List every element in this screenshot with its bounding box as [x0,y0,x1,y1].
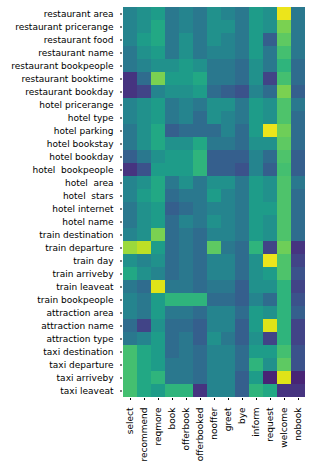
svg-text:offerbook: offerbook [181,407,191,451]
svg-text:train leaveat: train leaveat [56,282,114,292]
svg-text:restaurant food: restaurant food [44,35,114,45]
svg-text:hotel internet: hotel internet [52,204,114,214]
svg-text:select: select [125,407,135,434]
svg-text:nooffer: nooffer [209,407,219,439]
svg-text:offerbooked: offerbooked [195,408,205,462]
svg-text:hotel name: hotel name [62,217,114,227]
svg-text:restaurant area: restaurant area [44,9,114,19]
svg-text:attraction area: attraction area [47,308,114,318]
svg-text:hotel parking: hotel parking [54,126,114,136]
svg-text:hotel bookstay: hotel bookstay [47,139,114,149]
svg-text:train arriveby: train arriveby [53,269,115,279]
svg-text:train departure: train departure [45,243,114,253]
svg-text:reqmore: reqmore [153,407,163,446]
svg-text:hotel pricerange: hotel pricerange [39,100,114,110]
svg-text:recommend: recommend [139,408,149,462]
svg-text:taxi leaveat: taxi leaveat [60,386,114,396]
svg-text:hotel area: hotel area [65,178,114,188]
svg-text:inform: inform [251,408,261,437]
svg-text:hotel bookpeople: hotel bookpeople [33,165,114,175]
svg-text:book: book [167,407,177,430]
svg-text:hotel bookday: hotel bookday [49,152,114,162]
svg-text:welcome: welcome [279,407,289,448]
svg-text:restaurant bookpeople: restaurant bookpeople [11,61,114,71]
svg-text:restaurant pricerange: restaurant pricerange [15,22,114,32]
svg-text:bye: bye [237,407,247,424]
svg-text:restaurant booktime: restaurant booktime [21,74,114,84]
svg-text:hotel type: hotel type [68,113,114,123]
svg-text:restaurant name: restaurant name [38,48,114,58]
svg-text:nobook: nobook [293,407,303,441]
svg-text:hotel stars: hotel stars [63,191,114,201]
svg-text:taxi departure: taxi departure [49,360,114,370]
svg-text:restaurant bookday: restaurant bookday [25,87,114,97]
svg-text:train day: train day [73,256,114,266]
svg-text:train destination: train destination [39,230,113,240]
svg-text:attraction name: attraction name [41,321,114,331]
svg-text:taxi destination: taxi destination [43,347,113,357]
svg-text:greet: greet [223,407,233,431]
svg-text:attraction type: attraction type [47,334,114,344]
svg-text:request: request [265,407,275,442]
svg-text:train bookpeople: train bookpeople [37,295,114,305]
svg-text:taxi arriveby: taxi arriveby [57,373,115,383]
